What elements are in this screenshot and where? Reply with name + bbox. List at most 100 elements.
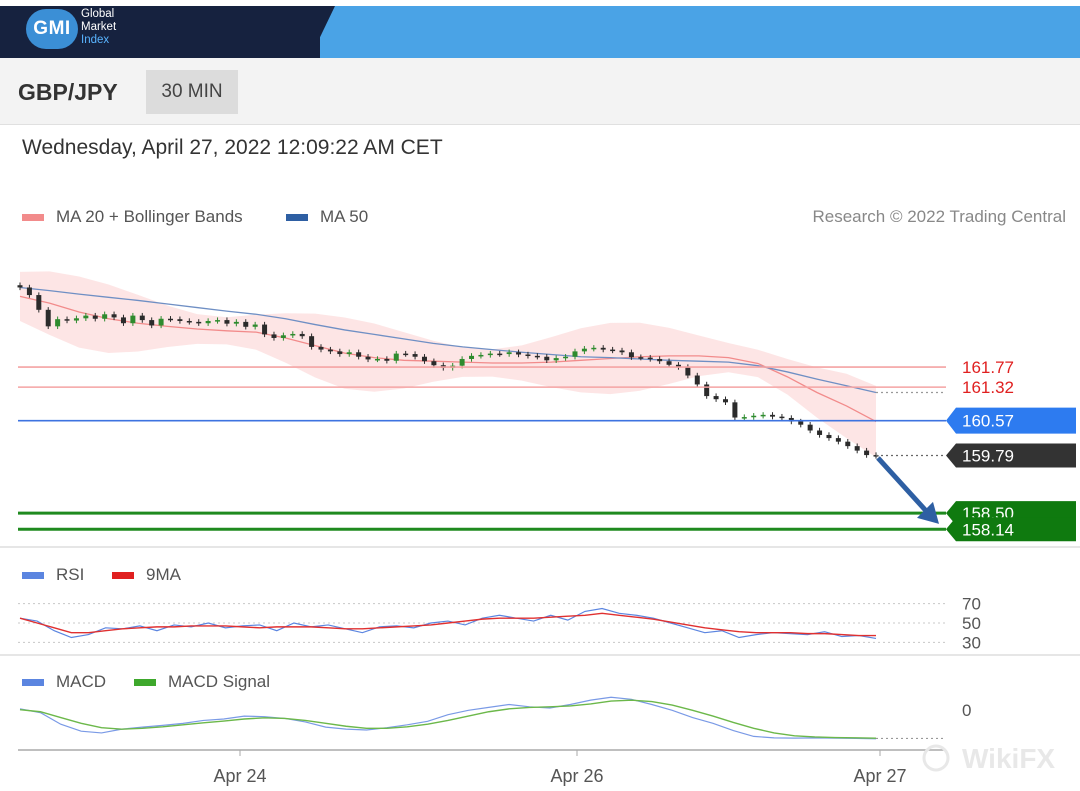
legend-swatch xyxy=(286,213,308,221)
candle xyxy=(704,381,710,399)
candle-body xyxy=(158,318,164,326)
candle xyxy=(55,316,61,330)
candle-body xyxy=(845,441,851,447)
candle-body xyxy=(779,416,785,419)
rsi-tick-label: 50 xyxy=(962,614,981,633)
candle-body xyxy=(280,335,286,338)
candle-body xyxy=(581,348,587,352)
candle xyxy=(657,356,663,364)
x-tick-label: Apr 26 xyxy=(550,766,603,786)
candle-body xyxy=(271,334,277,338)
candle-body xyxy=(73,318,79,321)
candle-body xyxy=(290,333,296,336)
watermark: WikiFX xyxy=(962,743,1055,774)
pivot-tag xyxy=(946,407,1076,434)
legend-9ma: 9MA xyxy=(112,565,181,585)
candle xyxy=(581,346,587,355)
rsi-9ma-line xyxy=(19,612,876,637)
resistance-label: 161.32 xyxy=(962,378,1014,397)
legend-swatch xyxy=(22,678,44,686)
candle xyxy=(177,316,183,324)
macd-line xyxy=(19,696,877,740)
candle-body xyxy=(215,320,221,322)
last-price-tag xyxy=(946,443,1076,468)
legend-label: MACD Signal xyxy=(168,672,271,691)
legend-rsi: RSI xyxy=(22,565,84,585)
candle xyxy=(186,318,192,325)
legend-label: RSI xyxy=(56,565,85,584)
candle-body xyxy=(421,356,427,362)
timeframe-button[interactable]: 30 MIN xyxy=(146,70,238,114)
candle-body xyxy=(111,314,117,318)
candle-body xyxy=(675,364,681,368)
gmi-logo[interactable]: GMI xyxy=(26,9,78,49)
candle xyxy=(102,311,108,322)
candle-body xyxy=(299,333,305,337)
candle xyxy=(760,412,766,419)
candle xyxy=(252,321,258,330)
legend-label: MA 20 + Bollinger Bands xyxy=(56,207,243,226)
top-banner: GMI Global Market Index xyxy=(0,0,1080,58)
candle-body xyxy=(666,361,672,365)
candle xyxy=(73,315,79,324)
candle xyxy=(534,353,540,360)
candle-body xyxy=(243,321,249,327)
candle xyxy=(807,422,813,434)
legend-swatch xyxy=(22,213,44,221)
candle-body xyxy=(798,421,804,425)
candle-body xyxy=(572,351,578,357)
legend-ma50: MA 50 xyxy=(286,207,368,227)
candle-body xyxy=(403,353,409,356)
candle-body xyxy=(469,355,475,359)
candle-body xyxy=(130,315,136,324)
candle xyxy=(158,316,164,329)
chart-datetime: Wednesday, April 27, 2022 12:09:22 AM CE… xyxy=(22,136,443,159)
candle xyxy=(591,345,597,352)
candle-body xyxy=(412,354,418,357)
candle xyxy=(666,358,672,368)
candle xyxy=(675,362,681,370)
candle xyxy=(628,349,634,360)
candle-body xyxy=(807,424,813,431)
candle-body xyxy=(431,361,437,366)
legend-swatch xyxy=(134,678,156,686)
banner-accent xyxy=(320,6,1080,58)
last-price-label: 159.79 xyxy=(962,447,1014,466)
candle-body xyxy=(374,358,380,361)
candle-body xyxy=(26,287,32,296)
candle xyxy=(694,372,700,388)
candle xyxy=(64,316,70,324)
candle xyxy=(271,331,277,341)
candle xyxy=(196,319,202,326)
candle-body xyxy=(64,319,70,321)
candle-body xyxy=(36,295,42,310)
candle-body xyxy=(92,315,98,319)
candle xyxy=(36,292,42,313)
candle xyxy=(139,312,145,323)
copyright-notice: Research © 2022 Trading Central xyxy=(812,207,1067,226)
candle-body xyxy=(732,402,738,418)
candle-body xyxy=(647,357,653,360)
candle-body xyxy=(534,355,540,358)
candle-body xyxy=(506,352,512,355)
brand-name: Global Market Index xyxy=(81,8,116,47)
candle xyxy=(45,307,51,330)
candle-body xyxy=(788,417,794,422)
symbol-title: GBP/JPY xyxy=(18,79,118,105)
candle xyxy=(817,427,823,438)
candle xyxy=(421,354,427,364)
candle xyxy=(741,414,747,421)
candle xyxy=(393,350,399,364)
candle xyxy=(243,319,249,330)
candle xyxy=(845,438,851,449)
candle xyxy=(610,346,616,354)
legend-swatch xyxy=(112,571,134,579)
banner-divider xyxy=(310,6,335,58)
legend-macd: MACD xyxy=(22,672,106,692)
candle-body xyxy=(751,415,757,418)
candle xyxy=(732,399,738,421)
candle-body xyxy=(318,346,324,350)
candle-body xyxy=(722,399,728,403)
forecast-arrow-shaft xyxy=(876,456,929,514)
